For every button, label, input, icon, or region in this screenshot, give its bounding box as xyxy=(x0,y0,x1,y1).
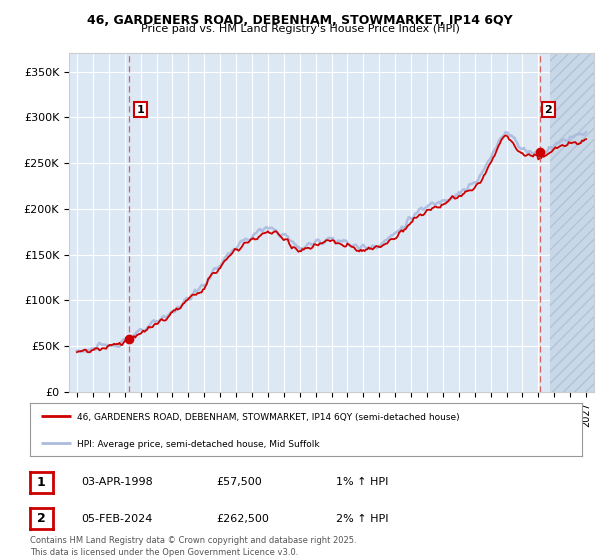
Text: 46, GARDENERS ROAD, DEBENHAM, STOWMARKET, IP14 6QY (semi-detached house): 46, GARDENERS ROAD, DEBENHAM, STOWMARKET… xyxy=(77,413,460,422)
Text: £262,500: £262,500 xyxy=(216,514,269,524)
Text: 2% ↑ HPI: 2% ↑ HPI xyxy=(336,514,389,524)
Text: Contains HM Land Registry data © Crown copyright and database right 2025.
This d: Contains HM Land Registry data © Crown c… xyxy=(30,536,356,557)
Text: HPI: Average price, semi-detached house, Mid Suffolk: HPI: Average price, semi-detached house,… xyxy=(77,440,320,449)
Text: 1% ↑ HPI: 1% ↑ HPI xyxy=(336,477,388,487)
Text: £57,500: £57,500 xyxy=(216,477,262,487)
Text: 1: 1 xyxy=(37,475,46,489)
Text: 05-FEB-2024: 05-FEB-2024 xyxy=(81,514,152,524)
Text: 46, GARDENERS ROAD, DEBENHAM, STOWMARKET, IP14 6QY: 46, GARDENERS ROAD, DEBENHAM, STOWMARKET… xyxy=(87,14,513,27)
Text: 03-APR-1998: 03-APR-1998 xyxy=(81,477,153,487)
Text: Price paid vs. HM Land Registry's House Price Index (HPI): Price paid vs. HM Land Registry's House … xyxy=(140,24,460,34)
Text: 2: 2 xyxy=(37,512,46,525)
Text: 1: 1 xyxy=(137,105,145,115)
Text: 2: 2 xyxy=(545,105,552,115)
Bar xyxy=(550,53,594,392)
